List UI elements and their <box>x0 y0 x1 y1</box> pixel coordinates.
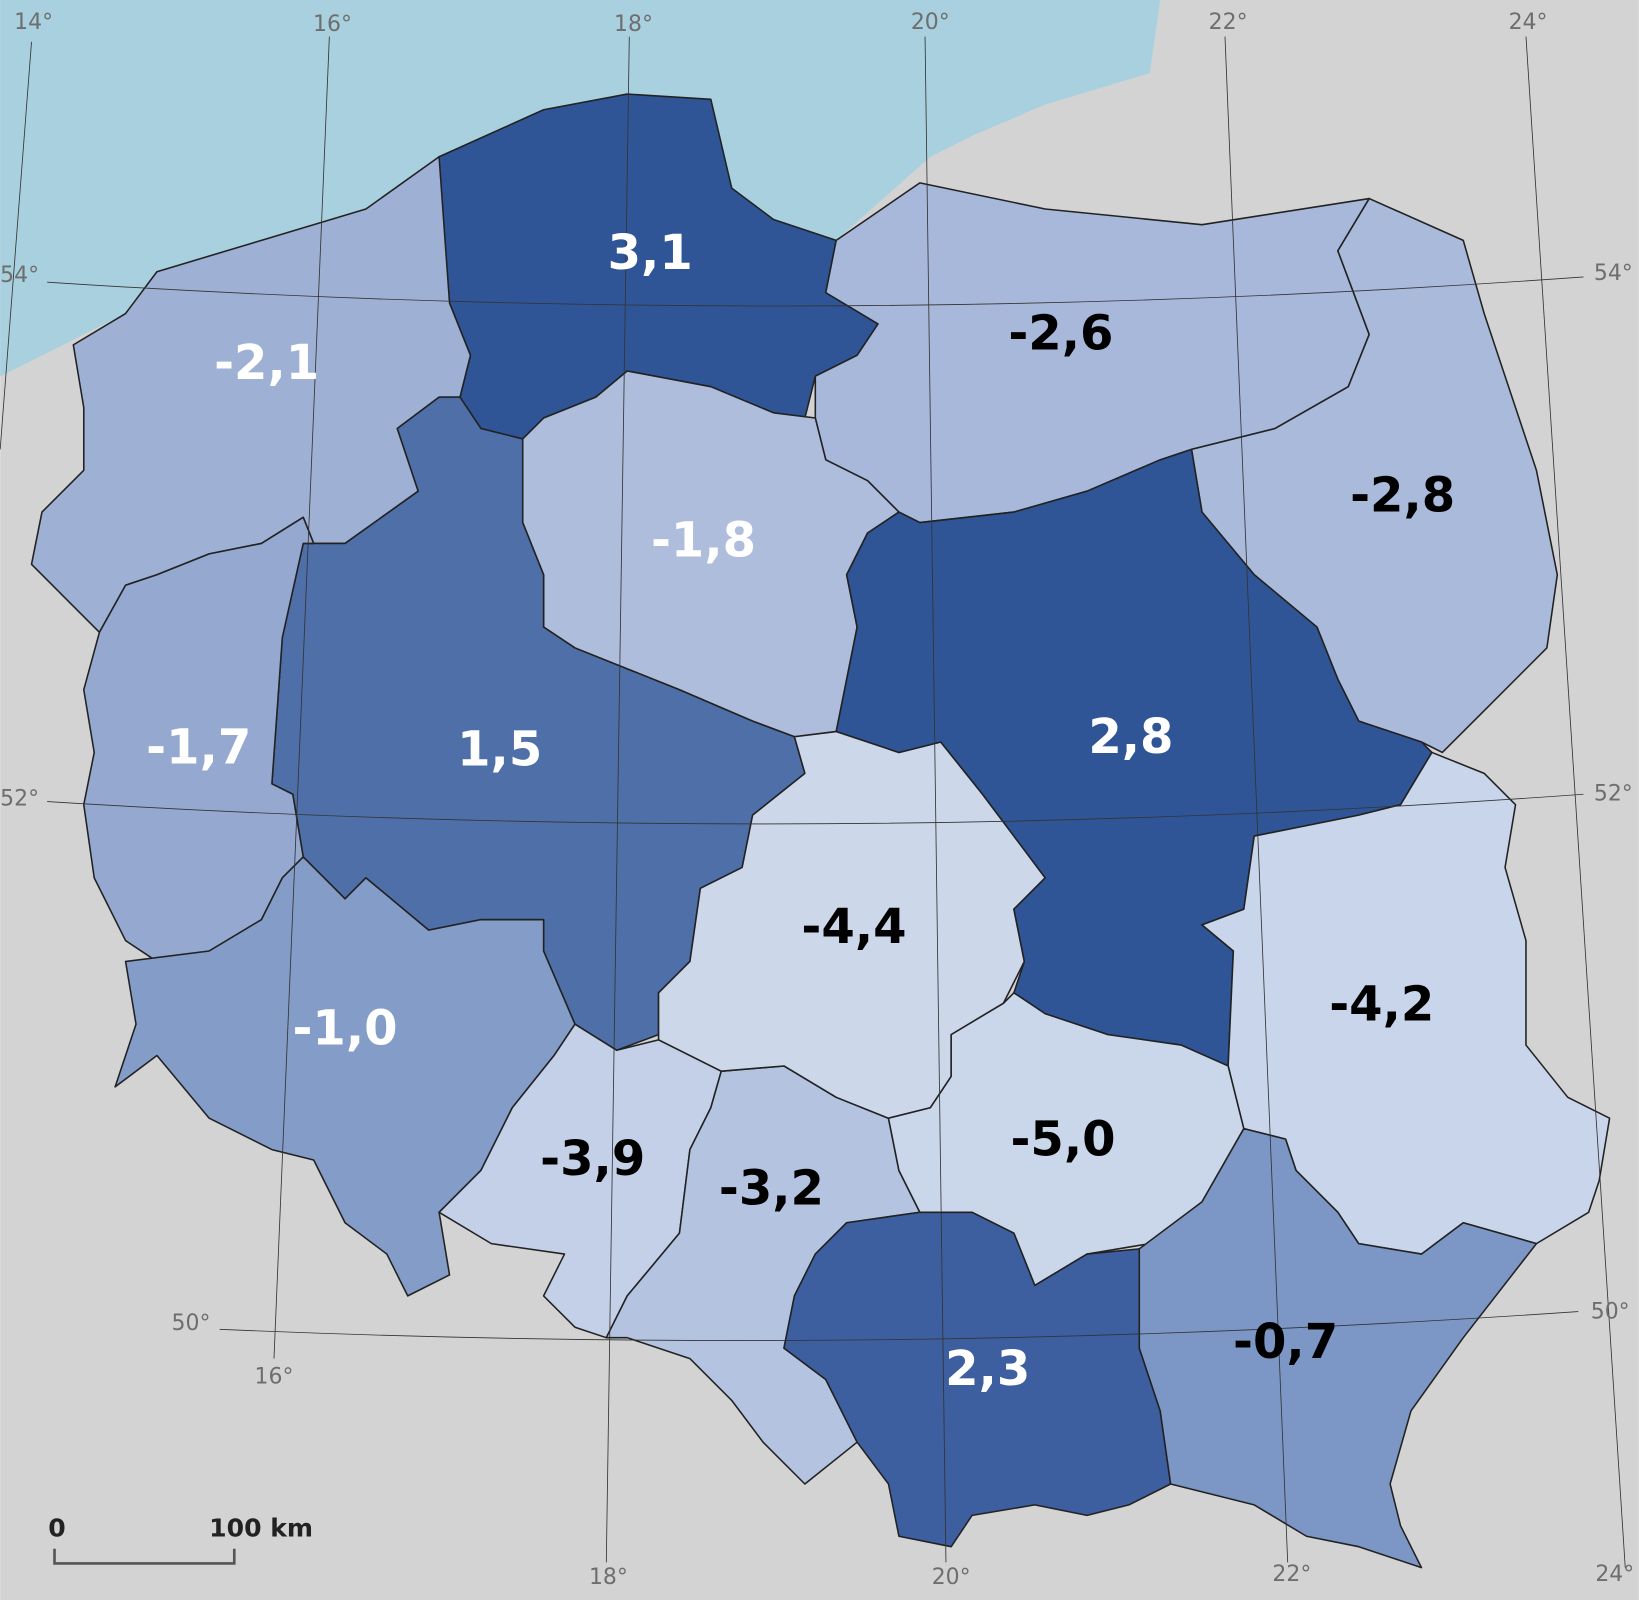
labels: 3,1 -2,1 -2,6 -2,8 -1,8 1,5 -1,7 -1,0 -3,9 -3,2 -4… <box>0 10 1634 1590</box>
region-label: 2,8 <box>1088 709 1173 765</box>
region-label: -2,6 <box>1008 306 1113 362</box>
scale-end: 100 km <box>209 1513 313 1542</box>
graticule-label: 16° <box>255 1364 294 1389</box>
meridian <box>1224 36 1289 1563</box>
meridian <box>924 36 947 1563</box>
region-label: -1,0 <box>292 1000 397 1056</box>
graticule-label: 18° <box>614 12 653 37</box>
region-label: -1,7 <box>146 719 251 775</box>
region-label: -0,7 <box>1233 1314 1338 1370</box>
region-label: -2,8 <box>1350 467 1455 523</box>
graticule-label: 50° <box>172 1311 211 1336</box>
region-label: -3,2 <box>719 1160 824 1216</box>
region-label: 2,3 <box>945 1341 1030 1397</box>
region-label: -4,4 <box>801 899 906 955</box>
graticule-label: 24° <box>1509 10 1548 35</box>
region <box>783 1211 1172 1548</box>
graticule-label: 20° <box>932 1565 971 1590</box>
parallel <box>219 1311 1579 1341</box>
parallel <box>47 276 1584 307</box>
graticule-label: 24° <box>1595 1562 1634 1587</box>
region-label: -1,8 <box>651 512 756 568</box>
region-label: -2,1 <box>214 335 319 391</box>
sea <box>0 0 1161 377</box>
graticule-label: 54° <box>1594 261 1633 286</box>
graticule-label: 16° <box>313 12 352 37</box>
scale-bar: 0 100 km <box>48 1513 313 1565</box>
graticule-label: 54° <box>0 263 39 288</box>
regions <box>30 93 1611 1569</box>
region-label: 1,5 <box>457 721 542 777</box>
region <box>82 516 315 963</box>
meridian <box>1525 36 1626 1568</box>
region <box>1138 1127 1538 1569</box>
scale-bar-line <box>53 1548 236 1565</box>
meridian <box>0 41 32 450</box>
parallel <box>47 793 1584 825</box>
region-label: -5,0 <box>1010 1111 1115 1167</box>
meridian <box>273 36 330 1359</box>
graticule <box>0 36 1626 1568</box>
graticule-label: 52° <box>1594 781 1633 806</box>
region-label: 3,1 <box>608 225 693 281</box>
graticule-label: 22° <box>1209 10 1248 35</box>
meridian <box>605 36 630 1563</box>
region <box>887 992 1245 1287</box>
graticule-label: 52° <box>0 786 39 811</box>
region-label: -3,9 <box>540 1131 645 1187</box>
scale-start: 0 <box>48 1513 65 1542</box>
graticule-label: 18° <box>589 1565 628 1590</box>
graticule-label: 50° <box>1591 1300 1630 1325</box>
region-label: -4,2 <box>1329 976 1434 1032</box>
graticule-label: 14° <box>14 10 53 35</box>
graticule-label: 22° <box>1272 1562 1311 1587</box>
graticule-label: 20° <box>911 10 950 35</box>
